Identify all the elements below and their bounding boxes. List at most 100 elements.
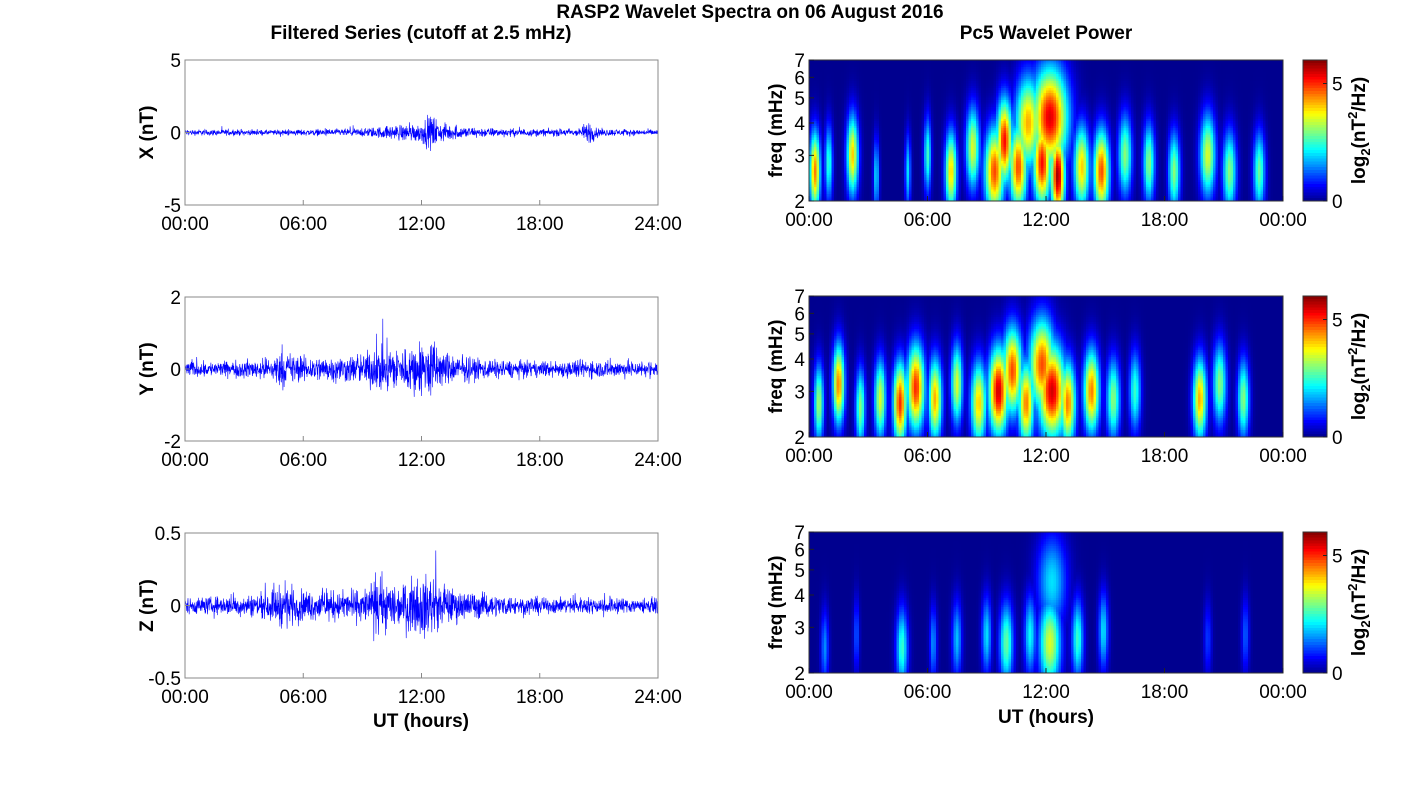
heatmap-cell [1093, 67, 1097, 70]
heatmap-cell [951, 78, 955, 82]
heatmap-cell [1225, 71, 1229, 75]
heatmap-cell [993, 83, 997, 87]
heatmap-cell [843, 76, 848, 80]
heatmap-cell [891, 83, 895, 87]
heatmap-cell [1205, 67, 1209, 70]
heatmap-cell [1178, 69, 1182, 73]
heatmap-cell [1080, 62, 1085, 66]
heatmap-cell [1178, 78, 1182, 82]
heatmap-cell [963, 85, 967, 89]
heatmap-cell [1233, 81, 1237, 85]
heatmap-cell [1036, 85, 1040, 89]
heatmap-cell [1080, 71, 1085, 75]
heatmap-cell [923, 81, 927, 85]
heatmap-cell [886, 78, 890, 82]
heatmap-cell [1270, 62, 1274, 66]
heatmap-cell [1075, 81, 1080, 85]
heatmap-cell [913, 85, 917, 89]
heatmap-cell [1208, 67, 1212, 70]
heatmap-cell [1068, 60, 1072, 63]
heatmap-cell [1046, 83, 1050, 87]
heatmap-cell [958, 78, 962, 82]
heatmap-cell [1275, 83, 1279, 87]
heatmap-cell [903, 83, 907, 87]
heatmap-cell [1021, 62, 1025, 66]
heatmap-cell [1240, 81, 1244, 85]
heatmap-cell [991, 71, 995, 75]
heatmap-cell [1148, 67, 1152, 70]
heatmap-cell [1088, 76, 1092, 80]
y-axis-label: X (nT) [137, 106, 158, 160]
heatmap-cell [1013, 74, 1017, 78]
heatmap-cell [1168, 60, 1172, 63]
heatmap-cell [933, 76, 937, 80]
heatmap-cell [1013, 76, 1017, 80]
heatmap-cell [1168, 83, 1172, 87]
heatmap-cell [853, 74, 857, 78]
heatmap-cell [1016, 85, 1020, 89]
heatmap-cell [1115, 60, 1119, 63]
heatmap-cell [1070, 67, 1075, 70]
heatmap-cell [988, 60, 992, 63]
heatmap-cell [923, 62, 927, 66]
heatmap-cell [936, 71, 940, 75]
heatmap-cell [1016, 71, 1020, 75]
heatmap-cell [1178, 62, 1182, 66]
heatmap-cell [1055, 83, 1060, 87]
heatmap-cell [856, 85, 860, 89]
heatmap-cell [1230, 64, 1234, 68]
heatmap-cell [1183, 74, 1187, 78]
heatmap-cell [828, 85, 833, 89]
heatmap-cell [956, 64, 960, 68]
heatmap-cell [1120, 78, 1124, 82]
heatmap-cell [823, 78, 828, 82]
heatmap-cell [1138, 60, 1142, 63]
heatmap-cell [1038, 76, 1042, 80]
heatmap-cell [1250, 74, 1254, 78]
heatmap-cell [818, 67, 823, 70]
heatmap-cell [1011, 83, 1015, 87]
heatmap-cell [888, 74, 892, 78]
heatmap-cell [1160, 83, 1164, 87]
heatmap-cell [928, 69, 932, 73]
heatmap-cell [1050, 69, 1055, 73]
heatmap-cell [988, 81, 992, 85]
heatmap-cell [1223, 64, 1227, 68]
heatmap-cell [916, 81, 920, 85]
heatmap-cell [1243, 83, 1247, 87]
heatmap-cell [1046, 64, 1050, 68]
heatmap-cell [1048, 78, 1052, 82]
heatmap-cell [1135, 78, 1139, 82]
heatmap-cell [966, 62, 970, 66]
heatmap-cell [1195, 71, 1199, 75]
heatmap-cell [878, 76, 882, 80]
heatmap-cell [1003, 71, 1007, 75]
heatmap-cell [1038, 78, 1042, 82]
heatmap-cell [1213, 69, 1217, 73]
heatmap-cell [1175, 69, 1179, 73]
heatmap-cell [986, 69, 990, 73]
heatmap-cell [1280, 62, 1284, 66]
heatmap-cell [1140, 67, 1144, 70]
heatmap-cell [881, 78, 885, 82]
heatmap-cell [906, 60, 910, 63]
heatmap-cell [1113, 83, 1117, 87]
heatmap-cell [1275, 67, 1279, 70]
heatmap-cell [1123, 67, 1127, 70]
heatmap-cell [1275, 64, 1279, 68]
heatmap-cell [1185, 62, 1189, 66]
heatmap-cell [903, 67, 907, 70]
heatmap-cell [1240, 67, 1244, 70]
heatmap-cell [1245, 69, 1249, 73]
heatmap-cell [1053, 67, 1057, 70]
heatmap-cell [1013, 83, 1017, 87]
heatmap-cell [1128, 76, 1132, 80]
heatmap-cell [1135, 76, 1139, 80]
heatmap-cell [836, 71, 840, 75]
heatmap-cell [1230, 62, 1234, 66]
heatmap-cell [986, 71, 990, 75]
heatmap-cell [1265, 71, 1269, 75]
heatmap-cell [883, 60, 887, 63]
heatmap-cell [1150, 81, 1154, 85]
heatmap-cell [1033, 81, 1037, 85]
